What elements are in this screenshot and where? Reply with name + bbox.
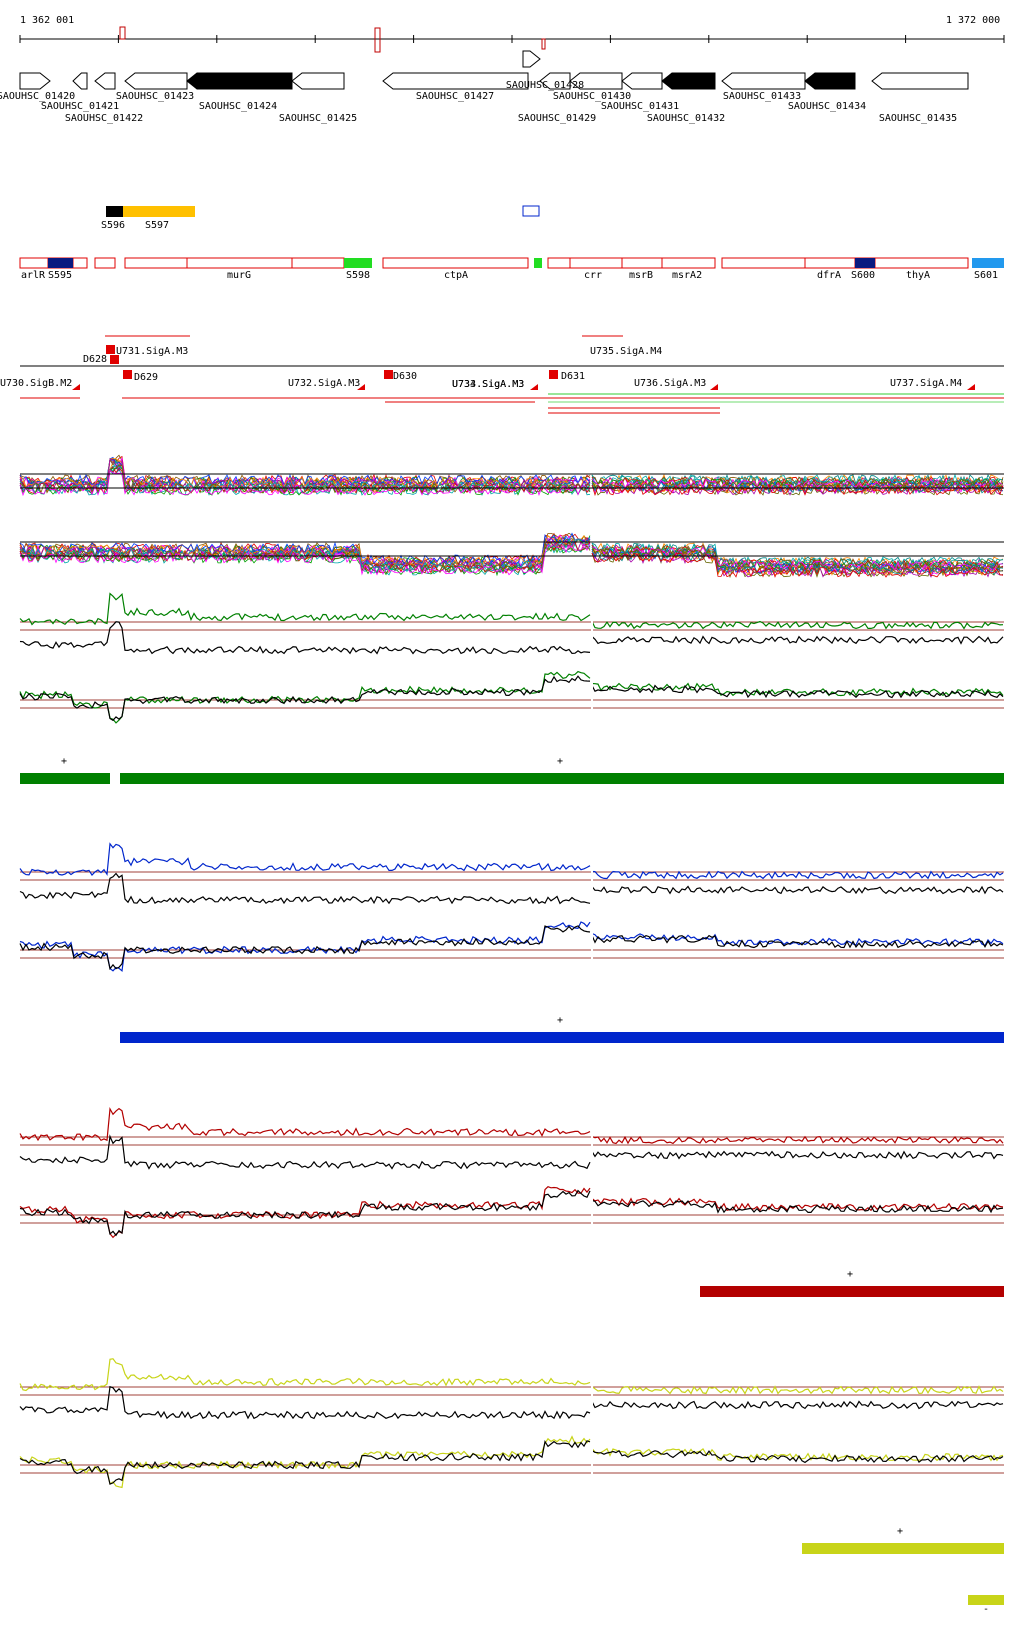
gene-label: SAOUHSC_01432 xyxy=(647,113,725,124)
gene-label: SAOUHSC_01420 xyxy=(0,91,75,102)
strand-mark: - xyxy=(983,1604,989,1615)
site-label: D630 xyxy=(393,371,417,382)
operon-label: thyA xyxy=(906,270,930,281)
operon-label: S600 xyxy=(851,270,875,281)
segment-label: S597 xyxy=(145,220,169,231)
gene-arrow xyxy=(871,72,969,90)
operon-labels: arlR S595 murG S598 ctpA crr msrB msrA2 dfrA S600… xyxy=(21,270,998,281)
gene-label: SAOUHSC_01422 xyxy=(65,113,143,124)
gene-label: SAOUHSC_01433 xyxy=(723,91,801,102)
gene-arrow xyxy=(19,72,51,90)
site-label: U737.SigA.M4 xyxy=(890,378,962,389)
gene-arrow xyxy=(124,72,188,90)
coordinate-end: 1 372 000 xyxy=(946,15,1000,26)
gene-track xyxy=(19,50,969,90)
operon-label: S595 xyxy=(48,270,72,281)
gene-arrow xyxy=(186,72,293,90)
site-label: D631 xyxy=(561,371,585,382)
gene-label: SAOUHSC_01427 xyxy=(416,91,494,102)
strand-mark: + xyxy=(557,1015,563,1026)
gene-label: SAOUHSC_01423 xyxy=(116,91,194,102)
strand-mark: + xyxy=(847,1269,853,1280)
gene-label: SAOUHSC_01435 xyxy=(879,113,957,124)
gene-label: SAOUHSC_01434 xyxy=(788,101,866,112)
gene-label: SAOUHSC_01428 xyxy=(506,80,584,91)
site-label: U730.SigB.M2 xyxy=(0,378,72,389)
operon-label: dfrA xyxy=(817,270,841,281)
operon-label: msrB xyxy=(629,270,653,281)
gene-label: SAOUHSC_01431 xyxy=(601,101,679,112)
gene-label: SAOUHSC_01424 xyxy=(199,101,277,112)
strand-mark: + xyxy=(61,756,67,767)
expression-bar xyxy=(120,773,1004,784)
operon-label: S598 xyxy=(346,270,370,281)
gene-arrow xyxy=(661,72,716,90)
operon-label: crr xyxy=(584,270,602,281)
operon-label: ctpA xyxy=(444,270,468,281)
operon-track xyxy=(19,257,1004,269)
expression-panels: + + + + + - xyxy=(19,454,1004,1615)
segment-track: S596 S597 xyxy=(101,205,540,231)
strand-mark: + xyxy=(897,1526,903,1537)
gene-arrow xyxy=(94,72,116,90)
operon-label: murG xyxy=(227,270,251,281)
gene-label: SAOUHSC_01425 xyxy=(279,113,357,124)
site-track: U730.SigB.M2 D628 U731.SigA.M3 D629 U732.Sig… xyxy=(0,335,1004,414)
expression-bar xyxy=(120,1032,1004,1043)
site-label: U732.SigA.M3 xyxy=(288,378,360,389)
operon-label: msrA2 xyxy=(672,270,702,281)
operon-label: arlR xyxy=(21,270,46,281)
segment-label: S596 xyxy=(101,220,125,231)
site-label: U733.SigA.M3 xyxy=(452,379,524,390)
gene-arrow xyxy=(291,72,345,90)
site-label: D629 xyxy=(134,372,158,383)
site-label: U735.SigA.M4 xyxy=(590,346,662,357)
gene-label: SAOUHSC_01429 xyxy=(518,113,596,124)
expression-bar xyxy=(20,773,110,784)
gene-label: SAOUHSC_01430 xyxy=(553,91,631,102)
site-label: U731.SigA.M3 xyxy=(116,346,188,357)
gene-arrow xyxy=(522,50,541,68)
gene-label: SAOUHSC_01421 xyxy=(41,101,119,112)
gene-arrow xyxy=(72,72,88,90)
site-label: U736.SigA.M3 xyxy=(634,378,706,389)
site-label: U734.SigA.M3 xyxy=(452,379,524,390)
gene-arrow xyxy=(621,72,663,90)
gene-arrow xyxy=(382,72,529,90)
gene-arrow xyxy=(804,72,856,90)
expression-bar xyxy=(802,1543,1004,1554)
strand-mark: + xyxy=(557,756,563,767)
coordinate-start: 1 362 001 xyxy=(20,15,74,26)
site-label: D628 xyxy=(83,354,107,365)
expression-bar xyxy=(700,1286,1004,1297)
operon-label: S601 xyxy=(974,270,998,281)
gene-arrow xyxy=(721,72,806,90)
coordinate-axis: 1 362 001 1 372 000 xyxy=(19,15,1005,53)
